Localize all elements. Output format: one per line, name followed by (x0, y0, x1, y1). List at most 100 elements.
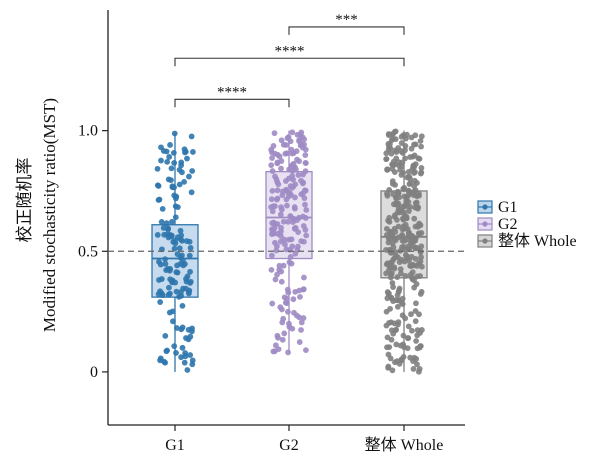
data-point (394, 274, 401, 281)
data-point (395, 321, 401, 328)
data-point (384, 295, 391, 302)
data-point (403, 213, 410, 220)
data-point (386, 344, 393, 351)
data-point (389, 367, 396, 374)
data-point (170, 149, 177, 156)
data-point (416, 344, 423, 351)
data-point (410, 262, 417, 269)
data-point (412, 132, 419, 139)
data-point (288, 260, 295, 267)
data-point (414, 327, 421, 334)
x-tick-label: G1 (165, 437, 185, 454)
data-point (165, 265, 171, 272)
data-point (173, 325, 180, 331)
data-point (271, 130, 278, 137)
data-point (274, 195, 281, 202)
significance-label: *** (335, 12, 358, 28)
significance-bracket: **** (174, 84, 290, 108)
data-point (284, 308, 291, 315)
data-point (274, 178, 281, 185)
data-point (402, 273, 409, 279)
data-point (184, 367, 191, 373)
data-point (390, 284, 396, 290)
data-point (291, 309, 297, 316)
data-point (286, 166, 293, 173)
data-point (290, 296, 297, 303)
data-point (401, 184, 408, 191)
legend-entry: G1 (477, 199, 518, 216)
data-point (399, 301, 406, 308)
data-point (279, 336, 286, 343)
data-point (173, 288, 180, 295)
data-point (414, 332, 421, 339)
data-point (412, 141, 419, 148)
y-axis-label-cn: 校正随机率 (15, 158, 34, 243)
data-point (292, 288, 299, 295)
data-point (179, 324, 186, 331)
data-point (178, 292, 185, 299)
data-point (402, 225, 408, 232)
data-point (301, 136, 308, 143)
data-point (288, 214, 294, 221)
data-point (407, 154, 414, 160)
data-point (179, 302, 186, 309)
data-point (302, 215, 309, 221)
data-point (405, 188, 412, 195)
data-point (289, 243, 296, 250)
data-point (298, 319, 305, 326)
data-point (383, 156, 390, 162)
data-point (158, 219, 165, 225)
data-point (167, 290, 173, 297)
data-point (300, 171, 307, 178)
data-point (302, 160, 309, 166)
data-point (395, 190, 402, 197)
data-point (418, 165, 425, 171)
data-point (301, 274, 307, 281)
data-point (391, 264, 397, 271)
data-point (413, 300, 419, 307)
data-point (413, 199, 420, 206)
data-point (295, 243, 301, 250)
data-point (397, 342, 404, 349)
data-point (401, 258, 408, 265)
data-point (289, 173, 296, 179)
data-point (282, 299, 289, 306)
data-point (410, 366, 417, 372)
data-point (404, 335, 411, 342)
data-point (182, 350, 189, 356)
data-point (174, 262, 181, 269)
data-point (392, 128, 399, 135)
legend-label: G2 (498, 216, 518, 233)
data-point (298, 191, 305, 198)
data-point (394, 254, 401, 261)
data-point (412, 318, 419, 325)
data-point (181, 359, 188, 366)
data-point (405, 245, 411, 252)
data-point (387, 145, 394, 152)
data-point (280, 218, 287, 225)
data-point (169, 218, 175, 225)
data-point (272, 173, 278, 180)
data-point (170, 318, 176, 325)
data-point (303, 207, 310, 213)
data-point (399, 295, 406, 302)
data-point (388, 137, 395, 144)
data-point (279, 306, 285, 313)
data-point (301, 195, 308, 202)
data-point (283, 142, 290, 148)
data-point (186, 287, 193, 294)
data-point (298, 327, 304, 333)
data-point (272, 150, 279, 157)
data-point (297, 293, 303, 300)
data-point (172, 214, 179, 221)
data-point (282, 241, 288, 248)
series-2 (265, 129, 313, 356)
x-tick-label: G2 (279, 437, 299, 454)
data-point (383, 150, 390, 157)
data-point (418, 169, 425, 176)
data-point (398, 270, 404, 277)
data-point (286, 323, 293, 330)
bracket-line (174, 98, 290, 108)
data-point (412, 308, 419, 314)
significance-label: **** (275, 43, 305, 59)
